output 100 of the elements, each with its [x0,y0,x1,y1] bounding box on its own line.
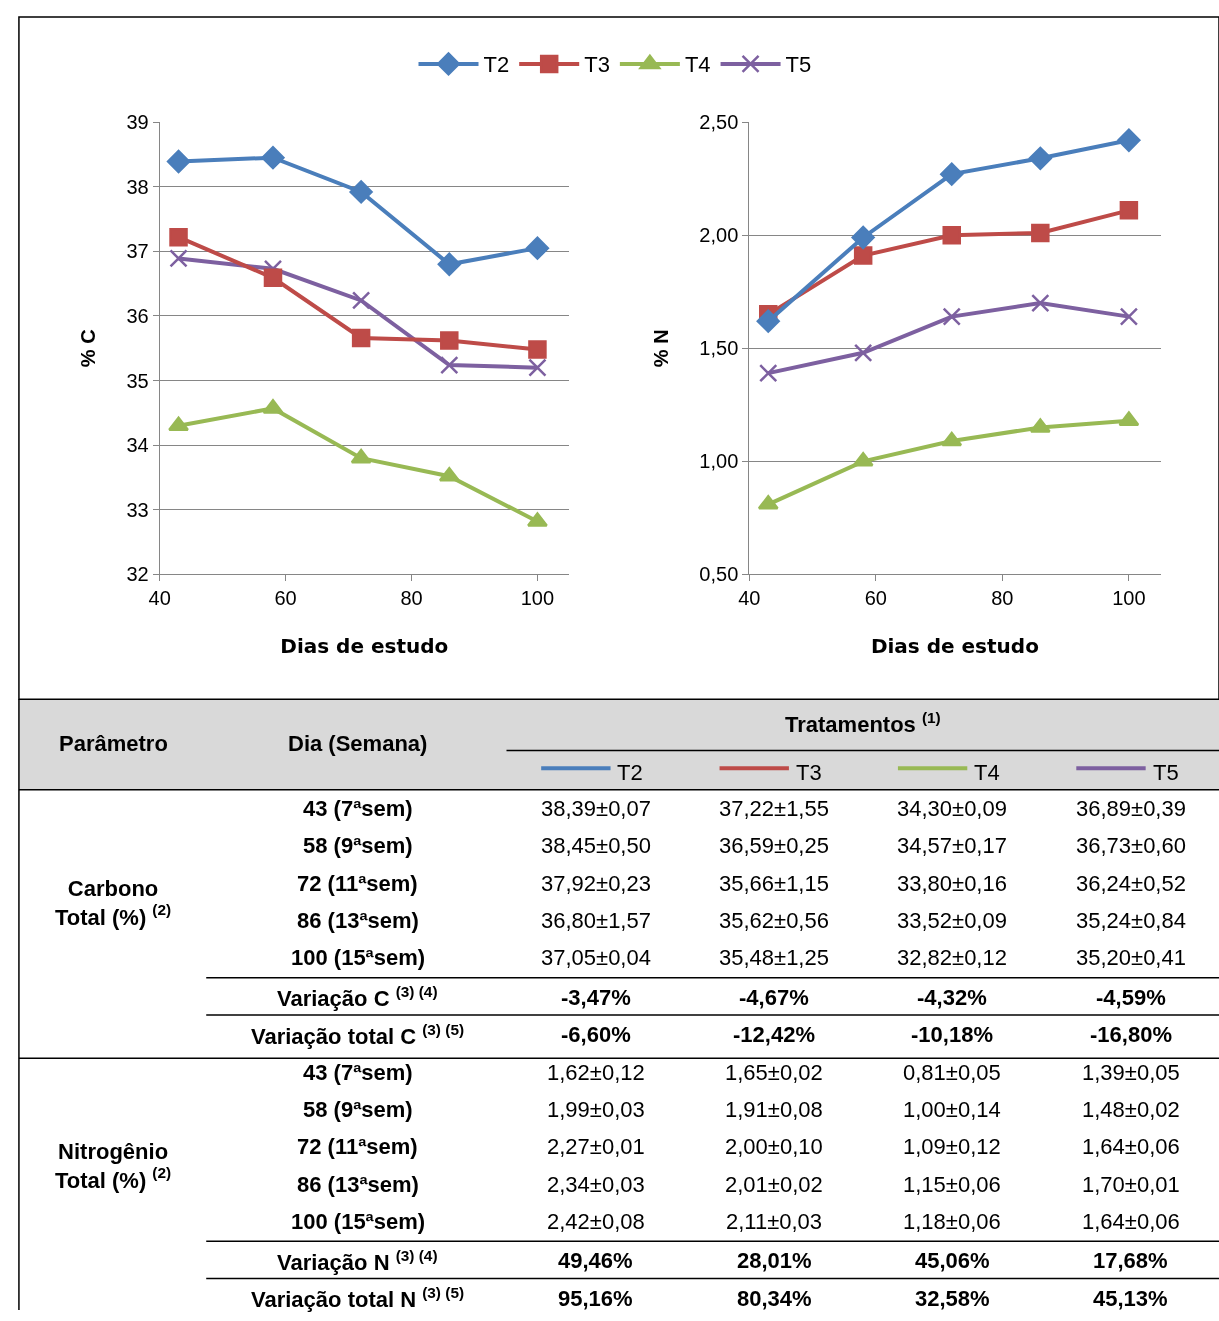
legend-label: T2 [483,52,510,78]
text: 1,15±0,06 [903,1172,1001,1197]
text: 35,48±1,25 [719,945,829,970]
text: Variação total C $^{(3) (5)}$ [251,1021,465,1050]
text: 34,57±0,17 [897,833,1007,858]
y-tick-label: 37 [126,240,149,263]
text: 1,00±0,14 [903,1097,1001,1122]
text: 1,70±0,01 [1082,1172,1180,1197]
text: 37,22±1,55 [719,796,829,821]
text: 86 (13ªsem) [297,1172,419,1197]
x-tick-label: 80 [400,587,423,610]
text: 58 (9ªsem) [303,833,413,858]
x-tick-label: 40 [148,587,171,610]
text: -6,60% [561,1022,631,1047]
text: -12,42% [733,1022,815,1047]
y-tick-label: 2,50 [699,111,739,134]
text: 32,58% [915,1286,990,1311]
y-tick-label: 1,00 [699,450,739,473]
text: -16,80% [1090,1022,1172,1047]
legend-label: T2 [617,760,643,785]
text: -3,47% [561,985,631,1010]
text: 1,48±0,02 [1082,1097,1180,1122]
text: 36,89±0,39 [1076,796,1186,821]
y-tick-label: 39 [126,111,149,134]
y-tick-label: 32 [126,563,149,586]
text: 36,59±0,25 [719,833,829,858]
text: 1,64±0,06 [1082,1209,1180,1234]
text: 28,01% [737,1248,812,1273]
legend-label: T5 [1153,760,1179,785]
text: Tratamentos $^{(1)}$ [785,709,941,738]
text: 2,11±0,03 [726,1209,823,1234]
text: -4,67% [739,985,809,1010]
text: -4,59% [1096,985,1166,1010]
y-tick-label: 0,50 [699,563,739,586]
text: 43 (7ªsem) [303,1060,413,1085]
text: 1,62±0,12 [547,1060,645,1085]
x-tick-label: 80 [991,587,1014,610]
text: Variação C $^{(3) (4)}$ [277,983,438,1012]
text: 35,20±0,41 [1076,945,1186,970]
text: 58 (9ªsem) [303,1097,413,1122]
x-axis-title: Dias de estudo [870,633,1039,658]
text: 72 (11ªsem) [297,1134,418,1159]
text: Carbono Total (%) $^{(2)}$ [55,876,172,930]
text: Variação N $^{(3) (4)}$ [277,1247,438,1276]
y-axis-title: % C [76,329,99,368]
text: 17,68% [1093,1248,1168,1273]
text: 37,92±0,23 [541,871,651,896]
text: 38,45±0,50 [541,833,651,858]
text: 2,00±0,10 [725,1134,823,1159]
y-tick-label: 35 [126,369,149,392]
text: 86 (13ªsem) [297,908,419,933]
text: 2,01±0,02 [725,1172,823,1197]
text: 43 (7ªsem) [303,796,413,821]
text: 1,64±0,06 [1082,1134,1180,1159]
text: Dia (Semana) [288,731,428,756]
legend-label: T3 [584,52,610,78]
y-axis-title: % N [649,329,672,368]
text: 2,34±0,03 [547,1172,645,1197]
y-tick-label: 33 [126,498,149,521]
text: 45,13% [1093,1286,1168,1311]
y-tick-label: 36 [126,304,149,327]
text: 1,18±0,06 [903,1209,1001,1234]
text: 35,66±1,15 [719,871,829,896]
text: 33,80±0,16 [897,871,1007,896]
text: -4,32% [917,985,987,1010]
y-tick-label: 38 [126,175,149,198]
text: 1,99±0,03 [547,1097,645,1122]
legend-label: T3 [796,760,822,785]
text: 2,42±0,08 [547,1209,645,1234]
text: 35,62±0,56 [719,908,829,933]
text: 32,82±0,12 [897,945,1007,970]
legend-label: T4 [974,760,1000,785]
text: 0,81±0,05 [903,1060,1001,1085]
text: 34,30±0,09 [897,796,1007,821]
text: Nitrogênio Total (%) $^{(2)}$ [55,1139,172,1193]
y-tick-label: 2,00 [699,224,739,247]
x-tick-label: 100 [520,587,555,610]
text: 49,46% [558,1248,633,1273]
text: 36,80±1,57 [541,908,651,933]
text: 80,34% [737,1286,812,1311]
text: 100 (15ªsem) [291,1209,426,1234]
text: 38,39±0,07 [541,796,651,821]
x-tick-label: 40 [738,587,761,610]
x-tick-label: 100 [1112,587,1146,610]
text: 37,05±0,04 [541,945,651,970]
text: 1,65±0,02 [725,1060,823,1085]
y-tick-label: 1,50 [699,337,739,360]
y-tick-label: 34 [126,434,149,457]
text: 2,27±0,01 [547,1134,645,1159]
legend-label: T5 [785,52,812,78]
legend-label: T4 [684,52,711,78]
text: 36,73±0,60 [1076,833,1186,858]
text: 1,39±0,05 [1082,1060,1180,1085]
text: 100 (15ªsem) [291,945,426,970]
text: Variação total N $^{(3) (5)}$ [251,1284,465,1313]
x-tick-label: 60 [274,587,297,610]
text: 36,24±0,52 [1076,871,1186,896]
text: 95,16% [558,1286,633,1311]
x-tick-label: 60 [864,587,887,610]
x-axis-title: Dias de estudo [280,633,449,658]
